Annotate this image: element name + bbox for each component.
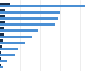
Bar	[0, 23, 55, 26]
Bar	[0, 17, 58, 20]
Bar	[0, 27, 4, 29]
Bar	[0, 66, 3, 68]
Bar	[0, 45, 2, 48]
Bar	[0, 54, 15, 56]
Bar	[0, 64, 1, 66]
Bar	[0, 21, 5, 23]
Bar	[0, 5, 85, 7]
Bar	[0, 15, 5, 17]
Bar	[0, 36, 32, 38]
Bar	[0, 57, 1, 60]
Bar	[0, 39, 3, 42]
Bar	[0, 3, 10, 5]
Bar	[0, 42, 25, 44]
Bar	[0, 33, 4, 36]
Bar	[0, 11, 60, 14]
Bar	[0, 9, 5, 11]
Bar	[0, 60, 7, 62]
Bar	[0, 51, 1, 54]
Bar	[0, 48, 18, 50]
Bar	[0, 29, 38, 32]
